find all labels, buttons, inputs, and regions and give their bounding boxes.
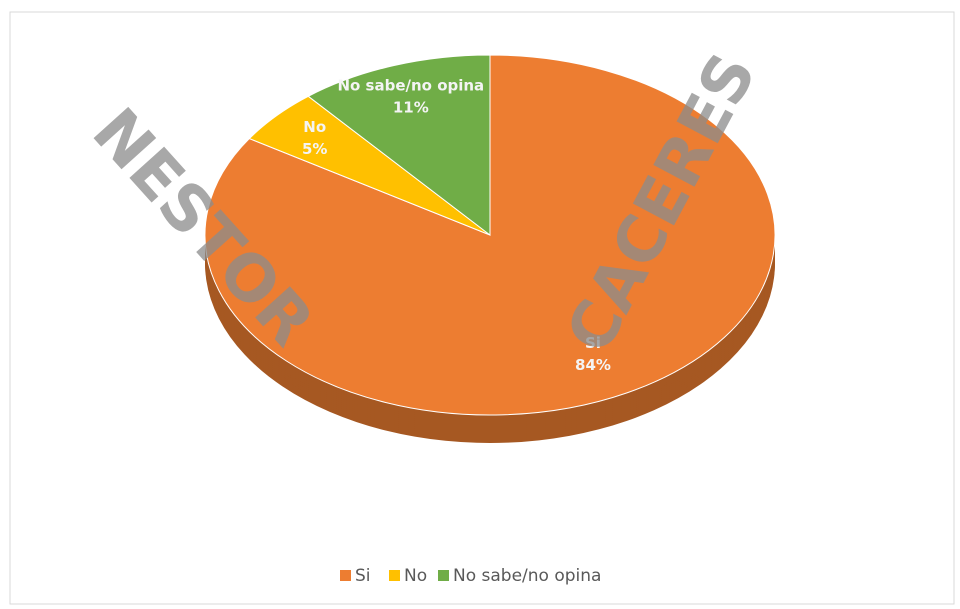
data-labels: Si 84% No 5% No sabe/no opina 11% (302, 77, 611, 374)
legend-swatch (438, 570, 449, 581)
pie (204, 54, 776, 443)
data-label-category: No (303, 118, 326, 136)
legend: Si No No sabe/no opina (340, 566, 601, 586)
slice (307, 54, 491, 237)
data-label-value: 84% (575, 356, 611, 374)
legend-label: No sabe/no opina (453, 566, 601, 586)
data-label-category: Si (585, 334, 601, 352)
data-label-category: No sabe/no opina (337, 77, 484, 95)
legend-label: Si (355, 566, 371, 586)
legend-swatch (340, 570, 351, 581)
legend-swatch (389, 570, 400, 581)
data-label-value: 11% (393, 99, 429, 117)
data-label-value: 5% (302, 140, 327, 158)
legend-label: No (404, 566, 427, 586)
